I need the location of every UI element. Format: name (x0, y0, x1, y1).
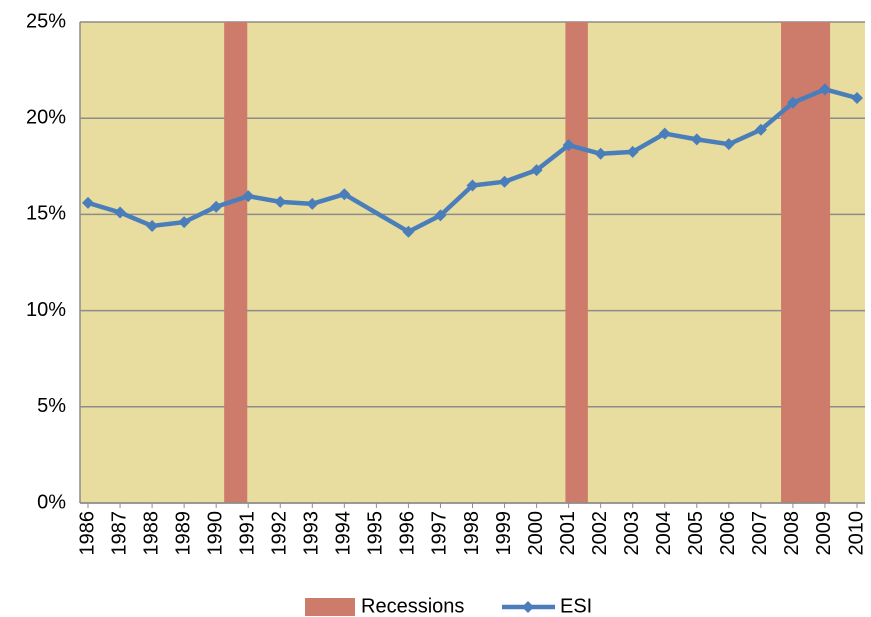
point-marker (562, 139, 575, 152)
point-marker (434, 209, 447, 222)
point-marker (498, 175, 511, 188)
x-tick-label: 1993 (301, 511, 323, 556)
x-tick-label: 2005 (685, 511, 707, 556)
x-tick-label: 1986 (76, 511, 98, 556)
recession-bar (224, 22, 248, 503)
y-tick-label: 15% (26, 203, 66, 225)
x-tick-label: 2002 (589, 511, 611, 556)
point-marker (722, 138, 735, 151)
x-tick-label: 1987 (108, 511, 130, 556)
legend-marker (522, 601, 534, 613)
point-marker (146, 219, 159, 232)
x-tick-label: 1989 (172, 511, 194, 556)
point-marker (658, 127, 671, 140)
x-tick-label: 1997 (429, 511, 451, 556)
legend-label: Recessions (361, 595, 464, 617)
x-tick-label: 2000 (525, 511, 547, 556)
x-tick-label: 2009 (813, 511, 835, 556)
x-tick-label: 2004 (653, 511, 675, 556)
point-marker (818, 83, 831, 96)
x-tick-label: 1988 (140, 511, 162, 556)
point-marker (530, 164, 543, 177)
point-marker (338, 188, 351, 201)
point-marker (690, 133, 703, 146)
x-tick-label: 1999 (493, 511, 515, 556)
point-marker (242, 190, 255, 203)
x-tick-label: 2003 (621, 511, 643, 556)
point-marker (786, 96, 799, 109)
point-marker (274, 195, 287, 208)
x-tick-label: 1992 (269, 511, 291, 556)
point-marker (466, 179, 479, 192)
y-tick-label: 5% (37, 395, 66, 417)
point-marker (594, 147, 607, 160)
x-tick-label: 1991 (236, 511, 258, 556)
legend-swatch (305, 598, 355, 616)
point-marker (178, 216, 191, 229)
point-marker (850, 91, 863, 104)
point-marker (210, 200, 223, 213)
point-marker (754, 123, 767, 136)
x-tick-label: 2006 (717, 511, 739, 556)
recession-bar (565, 22, 588, 503)
x-tick-label: 2001 (557, 511, 579, 556)
x-tick-label: 1995 (365, 511, 387, 556)
y-tick-label: 20% (26, 106, 66, 128)
plot-area (80, 22, 865, 503)
point-marker (114, 206, 127, 219)
point-marker (306, 197, 319, 210)
x-tick-label: 2010 (845, 511, 867, 556)
y-tick-label: 0% (37, 491, 66, 513)
point-marker (82, 196, 95, 209)
series-line (87, 87, 858, 234)
x-tick-label: 1998 (461, 511, 483, 556)
x-tick-label: 1994 (333, 511, 355, 556)
x-tick-label: 1996 (397, 511, 419, 556)
y-tick-label: 25% (26, 10, 66, 32)
x-tick-label: 2008 (781, 511, 803, 556)
point-marker (402, 225, 415, 238)
x-tick-label: 2007 (749, 511, 771, 556)
point-marker (626, 145, 639, 158)
x-tick-label: 1990 (204, 511, 226, 556)
recession-bar (781, 22, 831, 503)
y-tick-label: 10% (26, 299, 66, 321)
legend-label: ESI (560, 595, 592, 617)
